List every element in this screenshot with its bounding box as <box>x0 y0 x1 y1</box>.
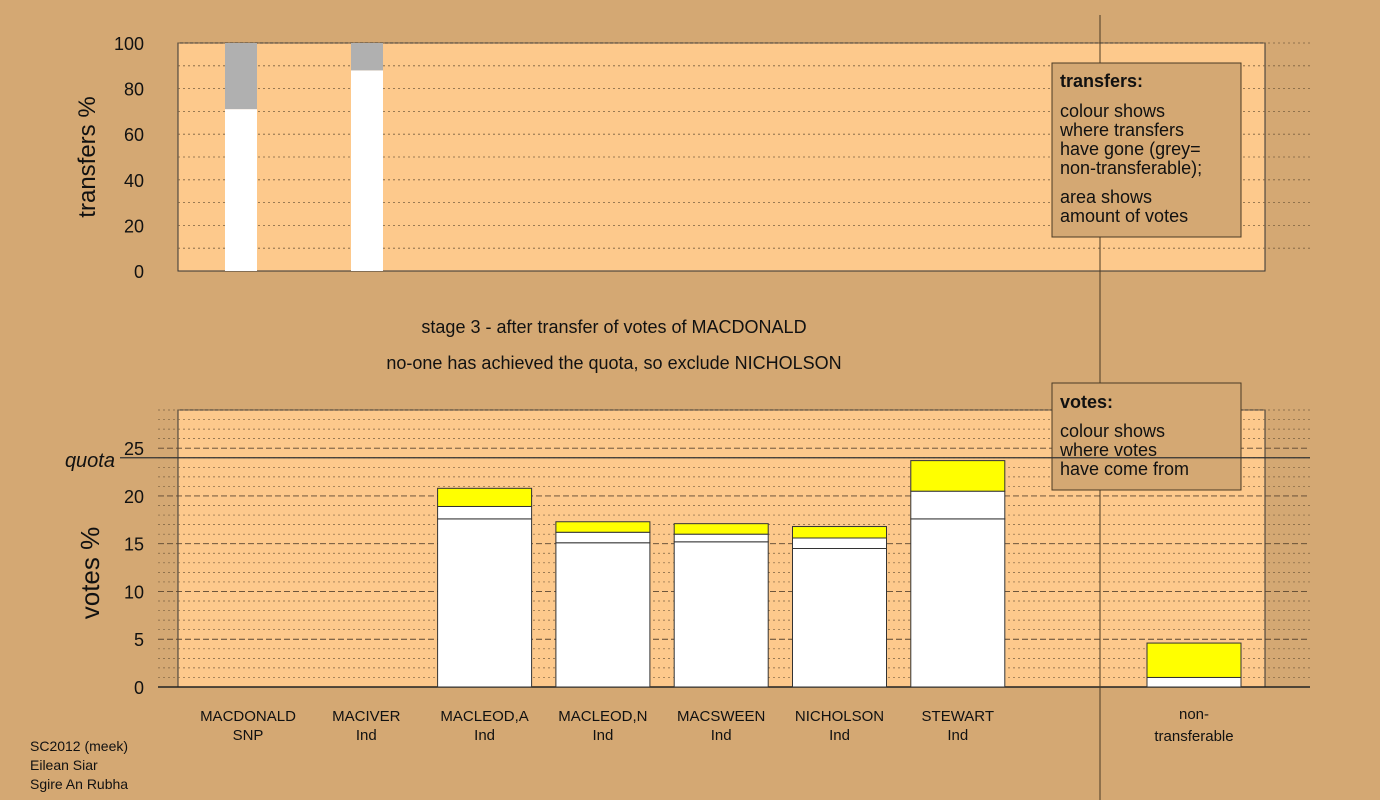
vote-bar-segment <box>792 526 887 539</box>
transfers-legend-line: colour shows <box>1060 101 1165 121</box>
votes-gridlines <box>158 409 1310 688</box>
y-tick-label: 40 <box>124 171 144 191</box>
vote-bar-segment <box>910 518 1006 688</box>
stage-decision: no-one has achieved the quota, so exclud… <box>386 353 841 373</box>
footer-council: Eilean Siar <box>30 757 98 773</box>
y-tick-label: 60 <box>124 125 144 145</box>
candidate-party: Ind <box>947 727 968 744</box>
candidate-party: Ind <box>356 727 377 744</box>
vote-bar-segment <box>437 505 533 520</box>
candidate-party: Ind <box>829 727 850 744</box>
transfers-gridlines <box>178 42 1310 249</box>
candidate-name: MACLEOD,A <box>440 708 528 725</box>
y-tick-label: 20 <box>124 216 144 236</box>
votes-legend-box <box>1051 382 1242 491</box>
candidate-labels: MACDONALD SNP MACIVER Ind MACLEOD,A Ind MACLEO… <box>200 706 1234 745</box>
transfer-bar-segment <box>351 43 383 71</box>
transfer-bar-segment <box>225 109 257 272</box>
candidate-party: Ind <box>474 727 495 744</box>
y-tick-label: 0 <box>134 262 144 282</box>
candidate-name: NICHOLSON <box>795 708 884 725</box>
vote-bar-segment <box>673 523 769 535</box>
vote-bar-segment <box>555 542 651 688</box>
candidate-party: SNP <box>233 727 264 744</box>
y-tick-label: 5 <box>134 630 144 650</box>
vote-bar-segment <box>910 490 1006 520</box>
candidate-name: MACDONALD <box>200 708 296 725</box>
candidate-party: Ind <box>711 727 732 744</box>
transfers-legend-line: where transfers <box>1059 120 1184 140</box>
y-tick-label: 15 <box>124 535 144 555</box>
votes-legend-line: colour shows <box>1060 421 1165 441</box>
transfers-legend-line: amount of votes <box>1060 206 1188 226</box>
nontransferable-label: transferable <box>1154 728 1233 745</box>
vote-bar-segment <box>437 487 533 507</box>
candidate-party: Ind <box>592 727 613 744</box>
votes-legend-line: where votes <box>1059 440 1157 460</box>
y-tick-label: 100 <box>114 34 144 54</box>
transfers-legend-line: area shows <box>1060 187 1152 207</box>
candidate-name: MACLEOD,N <box>558 708 647 725</box>
y-tick-label: 25 <box>124 439 144 459</box>
vote-bar-segment <box>673 541 769 688</box>
vote-bar-segment <box>437 518 533 688</box>
transfers-legend-box <box>1051 62 1242 238</box>
transfers-bars <box>225 43 383 272</box>
footer-election: SC2012 (meek) <box>30 738 128 754</box>
vote-bar-segment <box>792 548 887 688</box>
transfer-bar-segment <box>351 70 383 271</box>
votes-legend-line: have come from <box>1060 459 1189 479</box>
vote-bar-segment <box>792 537 887 549</box>
nontransferable-label: non- <box>1179 706 1209 723</box>
transfers-y-ticks: 0 20 40 60 80 100 <box>114 34 144 282</box>
vote-bar-segment <box>673 533 769 543</box>
transfers-y-axis-label: transfers % <box>74 96 101 217</box>
votes-legend-title: votes: <box>1060 392 1113 412</box>
candidate-name: STEWART <box>922 708 995 725</box>
transfers-legend-title: transfers: <box>1060 71 1143 91</box>
transfers-legend: transfers: colour shows where transfers … <box>1051 62 1242 238</box>
candidate-name: MACIVER <box>332 708 401 725</box>
y-tick-label: 10 <box>124 582 144 602</box>
y-tick-label: 0 <box>134 678 144 698</box>
quota-label: quota <box>65 450 115 472</box>
votes-y-ticks: 0 5 10 15 20 25 <box>124 439 144 698</box>
votes-bars <box>437 460 1242 688</box>
vote-bar-segment <box>555 521 651 533</box>
y-tick-label: 20 <box>124 487 144 507</box>
votes-y-axis-label: votes % <box>75 527 105 620</box>
y-tick-label: 80 <box>124 80 144 100</box>
candidate-name: MACSWEEN <box>677 708 765 725</box>
transfers-legend-line: have gone (grey= <box>1060 139 1201 159</box>
nontransferable-bar-segment <box>1146 676 1242 688</box>
transfer-bar-segment <box>225 43 257 110</box>
vote-bar-segment <box>910 460 1006 492</box>
nontransferable-bar-segment <box>1146 642 1242 678</box>
votes-legend: votes: colour shows where votes have com… <box>1051 382 1242 491</box>
stage-title: stage 3 - after transfer of votes of MAC… <box>421 317 806 337</box>
vote-bar-segment <box>555 531 651 544</box>
footer-ward: Sgire An Rubha <box>30 776 128 792</box>
transfers-legend-line: non-transferable); <box>1060 158 1202 178</box>
